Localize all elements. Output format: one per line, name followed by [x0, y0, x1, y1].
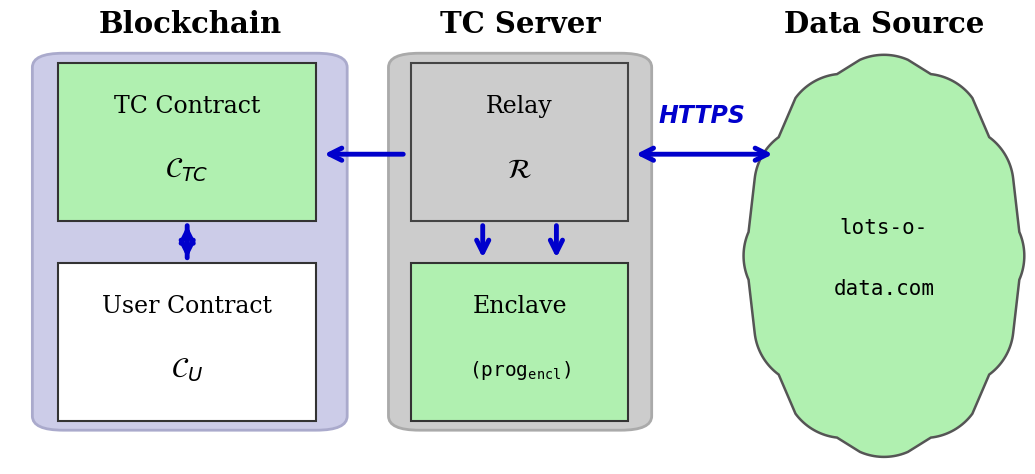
Text: $\mathcal{C}_{U}$: $\mathcal{C}_{U}$: [171, 356, 203, 384]
Text: Blockchain: Blockchain: [98, 10, 282, 39]
Text: TC Server: TC Server: [440, 10, 600, 39]
Bar: [58, 263, 317, 421]
Bar: [411, 263, 628, 421]
Text: lots-o-: lots-o-: [839, 218, 928, 237]
Text: User Contract: User Contract: [102, 295, 272, 318]
Text: $\mathcal{C}_{TC}$: $\mathcal{C}_{TC}$: [166, 156, 209, 184]
Bar: [58, 63, 317, 220]
Text: Enclave: Enclave: [472, 295, 567, 318]
FancyBboxPatch shape: [32, 53, 347, 430]
Text: $\mathcal{R}$: $\mathcal{R}$: [507, 156, 532, 184]
Polygon shape: [743, 55, 1025, 457]
Text: Relay: Relay: [486, 95, 553, 118]
Text: (prog$_{\mathtt{encl}}$): (prog$_{\mathtt{encl}}$): [469, 359, 570, 382]
Text: data.com: data.com: [833, 279, 935, 299]
Text: TC Contract: TC Contract: [114, 95, 261, 118]
Text: Data Source: Data Source: [783, 10, 984, 39]
FancyBboxPatch shape: [388, 53, 652, 430]
Text: HTTPS: HTTPS: [658, 104, 745, 128]
Bar: [411, 63, 628, 220]
